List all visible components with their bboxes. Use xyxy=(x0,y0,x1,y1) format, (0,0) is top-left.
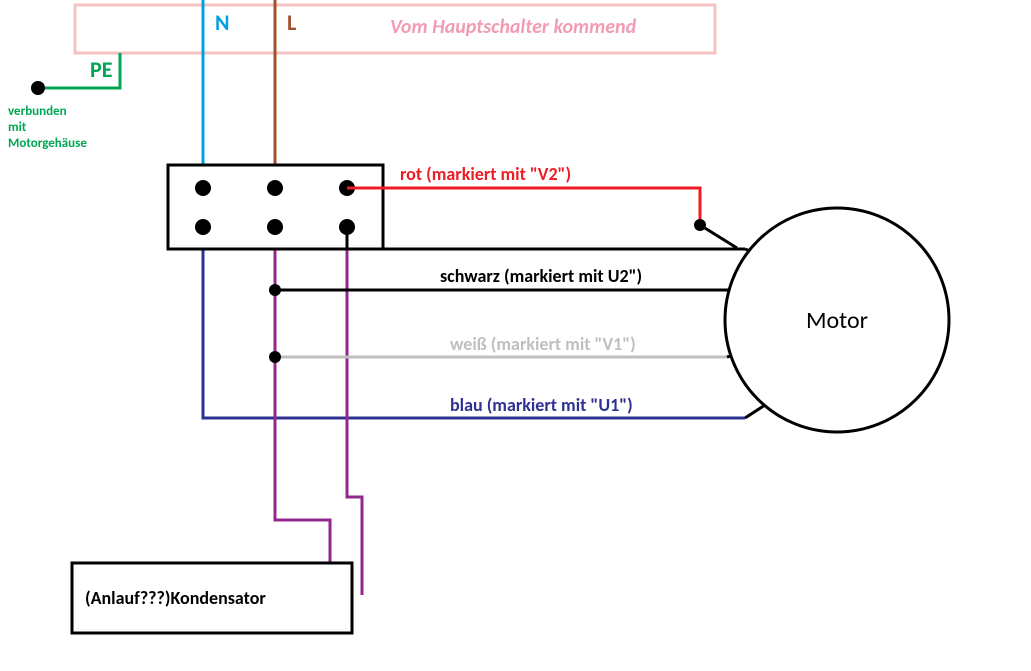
l-label: L xyxy=(287,9,296,36)
violett-wire-left xyxy=(275,227,330,564)
pe-note: verbunden mit Motorgehäuse xyxy=(8,104,87,151)
schwarz-label: schwarz (markiert mit U2") xyxy=(440,265,642,287)
motor-connector xyxy=(700,225,737,248)
terminal-dot xyxy=(195,219,211,235)
weiss-start-dot xyxy=(269,351,281,363)
blau-label: blau (markiert mit "U1") xyxy=(450,394,633,416)
n-label: N xyxy=(215,9,230,36)
rot-wire xyxy=(347,188,700,225)
motor-connector xyxy=(745,405,765,418)
rot-label: rot (markiert mit "V2") xyxy=(400,163,571,185)
terminal-dot xyxy=(195,180,211,196)
weiss-label: weiß (markiert mit "V1") xyxy=(450,333,636,355)
capacitor-label: (Anlauf???)Kondensator xyxy=(85,587,266,609)
terminal-dot xyxy=(267,180,283,196)
terminal-block xyxy=(168,165,383,249)
schwarz-start-dot xyxy=(269,284,281,296)
header-label: Vom Hauptschalter kommend xyxy=(390,15,637,39)
pe-note-line: Motorgehäuse xyxy=(8,136,87,151)
motor-connector xyxy=(347,227,745,249)
pe-note-line: verbunden xyxy=(8,104,67,119)
motor-connectors xyxy=(347,225,765,418)
circuit-diagram: Vom Hauptschalter kommend N L PE verbund… xyxy=(0,0,1031,671)
violett-wire-right xyxy=(347,227,362,595)
pe-note-line: mit xyxy=(8,120,27,135)
terminal-dot xyxy=(267,219,283,235)
motor-label: Motor xyxy=(806,306,868,335)
pe-terminal-dot xyxy=(31,81,45,95)
pe-label: PE xyxy=(90,56,112,83)
blau-wire xyxy=(203,227,745,418)
